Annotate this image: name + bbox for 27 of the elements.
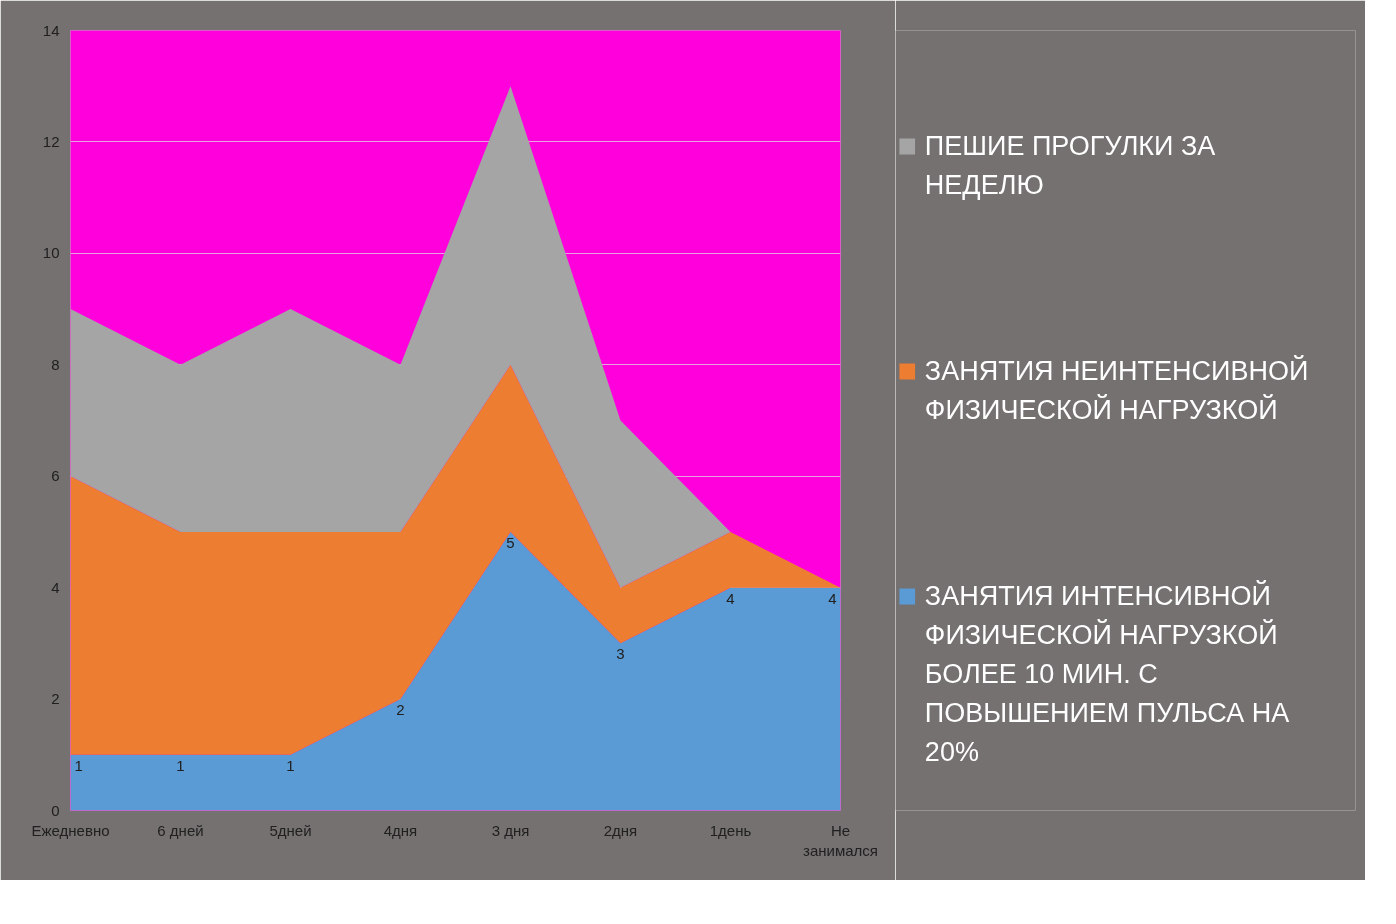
legend-label: ЗАНЯТИЯ НЕИНТЕНСИВНОЙ ФИЗИЧЕСКОЙ НАГРУЗКОЙ	[924, 354, 1309, 425]
legend-label: ПЕШИЕ ПРОГУЛКИ ЗА НЕДЕЛЮ	[924, 130, 1216, 200]
x-tick-label: Ежедневно	[31, 821, 110, 839]
x-tick-label: 4дня	[383, 821, 418, 839]
x-tick-label: 6 дней	[157, 821, 204, 839]
y-tick-label: 10	[42, 244, 60, 262]
x-tick-label: 1день	[709, 821, 752, 839]
x-tick-label: 2дня	[603, 821, 638, 839]
x-tick-label: 5дней	[269, 821, 312, 839]
legend-label: ЗАНЯТИЯ ИНТЕНСИВНОЙ ФИЗИЧЕСКОЙ НАГРУЗКОЙ БОЛЕЕ 10 МИН. С ПОВЫШЕНИЕМ ПУЛЬСА НА 20%	[924, 579, 1290, 767]
y-tick-label: 4	[51, 578, 60, 596]
data-label: 2	[396, 701, 405, 719]
data-label: 1	[176, 756, 185, 774]
data-label: 1	[74, 756, 83, 774]
y-tick-label: 8	[51, 355, 60, 373]
data-label: 1	[286, 756, 295, 774]
y-tick-label: 14	[42, 21, 60, 39]
y-tick-label: 6	[51, 467, 60, 485]
y-tick-label: 0	[51, 801, 60, 819]
y-tick-label: 12	[42, 132, 60, 150]
data-label: 4	[828, 589, 837, 607]
data-label: 3	[616, 645, 625, 663]
x-tick-label: Не занимался	[803, 821, 878, 859]
data-label: 5	[506, 533, 515, 551]
data-label: 4	[726, 589, 735, 607]
x-tick-label: 3 дня	[491, 821, 530, 839]
y-tick-label: 2	[51, 690, 60, 708]
